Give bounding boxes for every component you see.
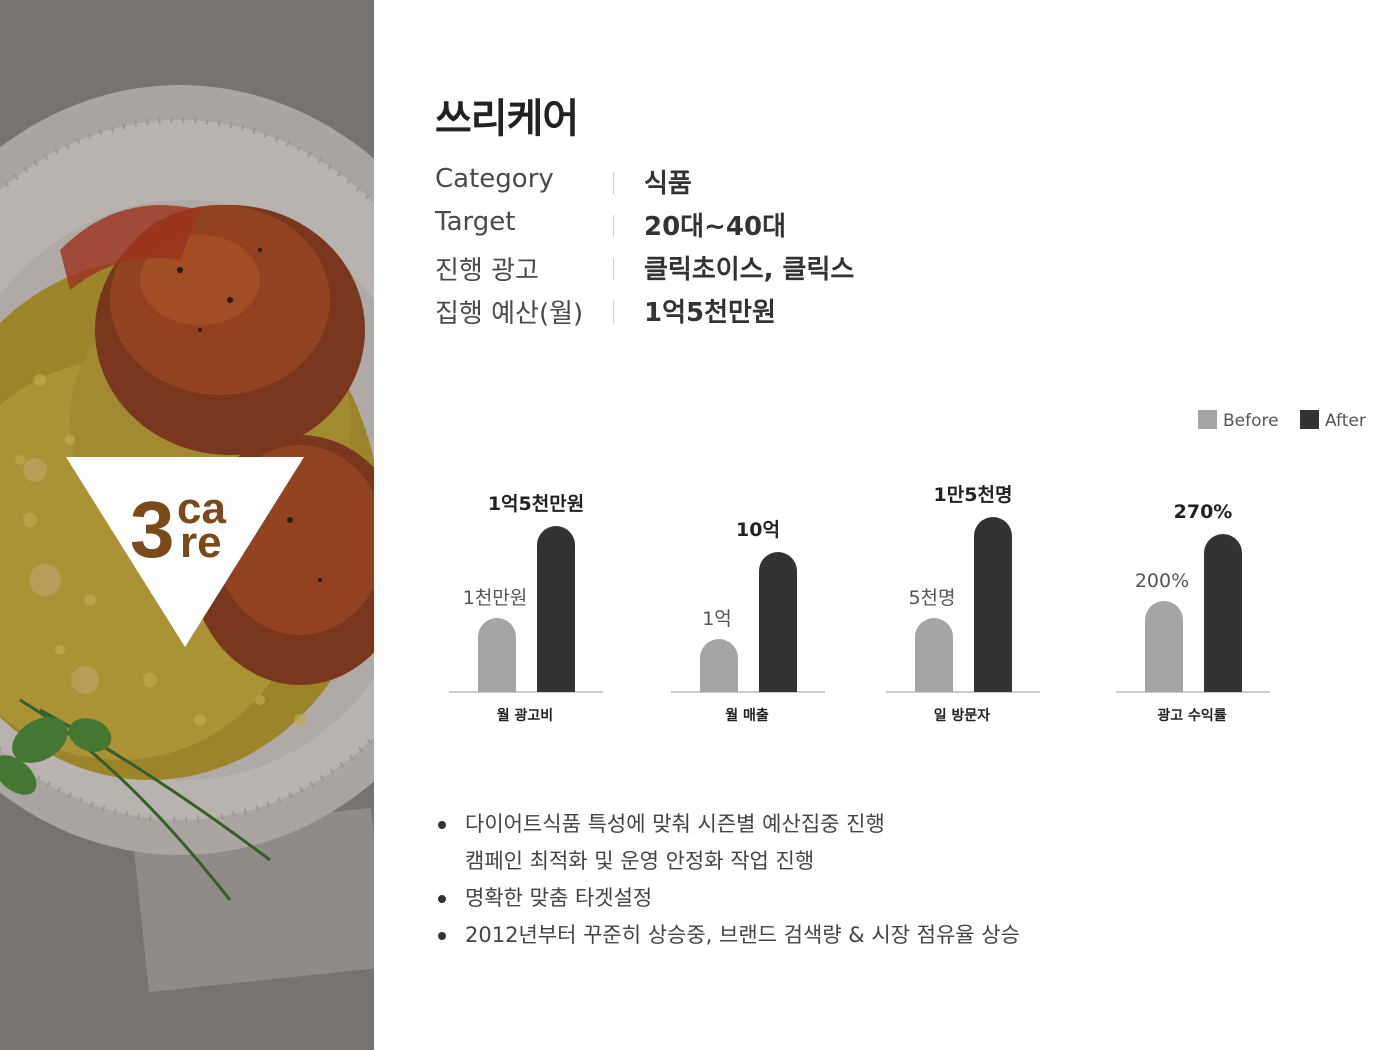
- info-divider: [613, 172, 614, 194]
- result-notes: 다이어트식품 특성에 맞춰 시즌별 예산집중 진행 캠페인 최적화 및 운영 안…: [438, 806, 1020, 954]
- legend-item-after: After: [1300, 410, 1366, 431]
- case-study-panel: 쓰리케어 Category 식품 Target 20대~40대 진행 광고 클릭…: [374, 0, 1400, 1050]
- info-label: Category: [435, 164, 554, 194]
- note-text: 캠페인 최적화 및 운영 안정화 작업 진행: [465, 849, 815, 873]
- x-category-label: 월 매출: [725, 707, 769, 724]
- svg-text:ca: ca: [177, 484, 226, 533]
- note-item: 다이어트식품 특성에 맞춰 시즌별 예산집중 진행: [438, 806, 1020, 843]
- bullet-icon: [438, 821, 446, 829]
- info-row-ads: 진행 광고 클릭초이스, 클릭스: [435, 246, 955, 289]
- info-row-budget: 집행 예산(월) 1억5천만원: [435, 289, 955, 332]
- note-item: 2012년부터 꾸준히 상승중, 브랜드 검색량 & 시장 점유율 상승: [438, 917, 1020, 954]
- legend-item-before: Before: [1198, 410, 1279, 431]
- x-category-label: 월 광고비: [497, 707, 553, 724]
- note-item: 명확한 맞춤 타겟설정: [438, 880, 1020, 917]
- info-label: Target: [435, 207, 516, 237]
- note-text: 다이어트식품 특성에 맞춰 시즌별 예산집중 진행: [465, 812, 885, 836]
- bullet-icon: [438, 932, 446, 940]
- note-text: 2012년부터 꾸준히 상승중, 브랜드 검색량 & 시장 점유율 상승: [465, 923, 1020, 947]
- info-row-target: Target 20대~40대: [435, 203, 955, 246]
- x-category-label: 일 방문자: [934, 707, 991, 724]
- brand-logo: 3 ca re: [66, 457, 304, 647]
- data-label-after: 1억5천만원: [488, 493, 584, 515]
- chart-legend: Before After: [1198, 410, 1366, 431]
- info-value: 20대~40대: [644, 212, 786, 242]
- info-divider: [613, 258, 614, 280]
- x-category-label: 광고 수익률: [1157, 707, 1226, 724]
- info-value: 클릭초이스, 클릭스: [644, 255, 855, 285]
- data-label-before: 5천명: [908, 587, 955, 609]
- campaign-info-list: Category 식품 Target 20대~40대 진행 광고 클릭초이스, …: [435, 160, 955, 332]
- bar-before: [1145, 601, 1183, 692]
- bar-after: [759, 552, 797, 692]
- info-value: 식품: [644, 169, 692, 199]
- data-label-before: 200%: [1135, 570, 1189, 592]
- note-item: 캠페인 최적화 및 운영 안정화 작업 진행: [438, 843, 1020, 880]
- data-label-after: 10억: [736, 519, 780, 541]
- legend-swatch-before: [1198, 410, 1217, 429]
- data-label-after: 1만5천명: [934, 484, 1013, 506]
- food-photo: 3 ca re: [0, 0, 374, 1050]
- brand-logo-graphic: 3 ca re: [66, 457, 304, 647]
- info-label: 집행 예산(월): [435, 299, 584, 329]
- legend-label: After: [1325, 411, 1366, 431]
- info-divider: [613, 215, 614, 237]
- bar-before: [915, 618, 953, 692]
- info-row-category: Category 식품: [435, 160, 955, 203]
- legend-label: Before: [1223, 411, 1279, 431]
- food-photo-illustration: [0, 0, 374, 1050]
- bullet-icon: [438, 895, 446, 903]
- data-label-before: 1억: [702, 608, 732, 630]
- info-value: 1억5천만원: [644, 298, 776, 328]
- bar-after: [537, 526, 575, 692]
- page-title: 쓰리케어: [435, 96, 579, 142]
- bar-after: [1204, 534, 1242, 692]
- info-label: 진행 광고: [435, 256, 539, 286]
- svg-text:re: re: [180, 518, 222, 567]
- bar-before: [478, 618, 516, 692]
- data-label-before: 1천만원: [463, 587, 528, 609]
- legend-swatch-after: [1300, 410, 1319, 429]
- bar-after: [974, 517, 1012, 692]
- svg-text:3: 3: [130, 485, 175, 574]
- data-label-after: 270%: [1174, 501, 1233, 523]
- bar-before: [700, 639, 738, 692]
- info-divider: [613, 301, 614, 323]
- note-text: 명확한 맞춤 타겟설정: [465, 886, 653, 910]
